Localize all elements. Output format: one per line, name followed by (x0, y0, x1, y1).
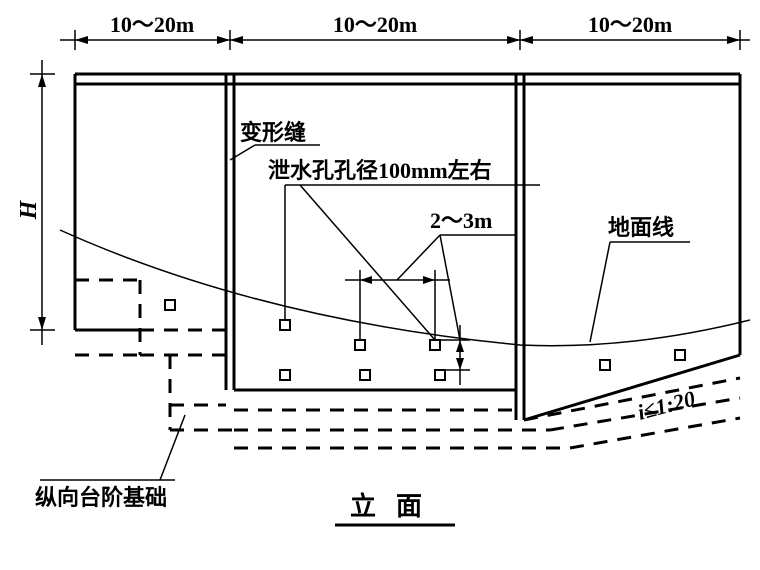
wall-panels (75, 74, 740, 448)
drain-label: 泄水孔孔径100mm左右 (268, 158, 492, 183)
top-dimensions: 10～20m 10～20m 10～20m (60, 12, 750, 50)
dim-1: 10～20m (110, 12, 194, 37)
ground-label: 地面线 (608, 215, 674, 240)
annotations: 变形缝 泄水孔孔径100mm左右 2～3m 地面线 纵向台阶基础 i≤1:20 (35, 120, 698, 510)
joint-label: 变形缝 (240, 120, 306, 145)
spacing-label: 2～3m (430, 208, 492, 233)
dim-3: 10～20m (588, 12, 672, 37)
svg-text:立面: 立面 (350, 491, 442, 521)
slope-label: i≤1:20 (635, 386, 698, 425)
dim-2: 10～20m (333, 12, 417, 37)
elevation-diagram: 10～20m 10～20m 10～20m H (10, 10, 750, 560)
height-label: H (16, 199, 42, 220)
step-label: 纵向台阶基础 (35, 485, 167, 510)
diagram-title: 立面 (335, 491, 455, 525)
drain-holes (165, 300, 685, 380)
ground-line (60, 230, 750, 346)
height-dimension: H (16, 60, 55, 345)
